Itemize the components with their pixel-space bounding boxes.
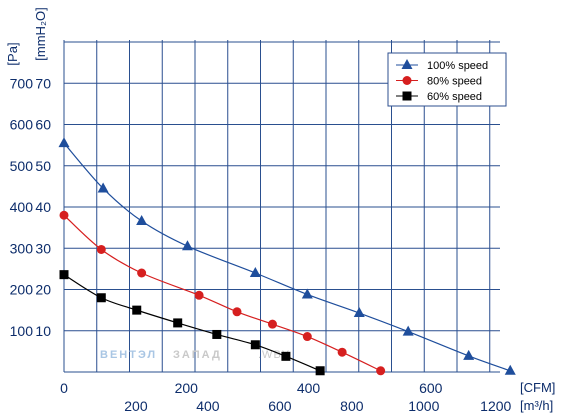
data-point-triangle	[58, 137, 70, 148]
unit-labels: [Pa] [mmH₂O] [CFM] [m³/h]	[5, 7, 555, 413]
data-point-triangle	[504, 364, 516, 375]
data-point-circle	[302, 332, 312, 342]
y-tick-label-pa: 200	[10, 282, 34, 298]
x-tick-label-cfm: 200	[175, 380, 199, 396]
x-tick-label-m3h: 1000	[408, 398, 439, 414]
data-point-triangle	[97, 182, 109, 193]
data-point-triangle	[181, 240, 193, 251]
x-unit-m3h: [m³/h]	[520, 398, 553, 413]
y-tick-label-pa: 700	[10, 75, 34, 91]
data-point-triangle	[402, 325, 414, 336]
y-unit-mmh2o: [mmH₂O]	[33, 7, 48, 60]
y-tick-label-mmh2o: 10	[35, 323, 51, 339]
y-tick-label-mmh2o: 30	[35, 240, 51, 256]
data-point-triangle	[136, 215, 148, 226]
data-point-square	[132, 305, 142, 315]
x-tick-label-cfm: 400	[297, 380, 321, 396]
data-point-square	[173, 318, 183, 328]
legend: 100% speed 80% speed 60% speed	[387, 52, 507, 107]
data-point-circle	[96, 244, 106, 254]
x-tick-label-cfm: 600	[419, 380, 443, 396]
y-tick-label-mmh2o: 40	[35, 199, 51, 215]
y-unit-pa: [Pa]	[5, 42, 20, 65]
legend-label: 80% speed	[427, 76, 482, 88]
series-line	[63, 142, 511, 372]
x-tick-label-m3h: 800	[340, 398, 364, 414]
data-point-circle	[194, 290, 204, 300]
series-square	[59, 270, 325, 376]
series-circle	[59, 210, 386, 376]
x-tick-label-m3h: 400	[196, 398, 220, 414]
data-point-square	[59, 270, 69, 280]
data-point-circle	[232, 307, 242, 317]
grid	[63, 40, 500, 373]
data-point-square	[250, 340, 260, 350]
legend-item: 60% speed	[396, 91, 482, 103]
data-point-triangle	[249, 267, 261, 277]
watermark: ВЕНТЭЛ ЗАПАД .WBY	[100, 349, 290, 361]
y-tick-label-mmh2o: 60	[35, 117, 51, 133]
data-point-circle	[337, 347, 347, 357]
data-point-circle	[376, 366, 386, 376]
x-tick-label-m3h: 200	[124, 398, 148, 414]
data-point-circle	[137, 268, 147, 278]
watermark-part1: ВЕНТЭЛ	[100, 349, 157, 361]
legend-label: 60% speed	[427, 91, 482, 103]
watermark-part3: .WBY	[258, 349, 290, 361]
data-point-circle	[267, 319, 277, 329]
data-point-triangle	[301, 288, 313, 299]
series-triangle	[58, 137, 516, 375]
data-point-square	[402, 91, 412, 101]
x-tick-label-cfm: 0	[60, 380, 68, 396]
data-point-triangle	[463, 349, 475, 360]
x-tick-label-m3h: 1200	[480, 398, 511, 414]
y-tick-label-pa: 100	[10, 323, 34, 339]
data-point-square	[96, 293, 106, 303]
series-layer	[58, 137, 516, 376]
y-tick-label-pa: 500	[10, 158, 34, 174]
data-point-circle	[402, 76, 412, 85]
data-point-circle	[59, 210, 69, 220]
y-tick-label-pa: 400	[10, 199, 34, 215]
data-point-triangle	[353, 307, 365, 318]
y-tick-label-mmh2o: 70	[35, 75, 51, 91]
watermark-part2: ЗАПАД	[173, 349, 222, 361]
legend-item: 100% speed	[396, 59, 488, 72]
data-point-triangle	[401, 59, 413, 69]
data-point-square	[315, 366, 325, 376]
y-tick-label-pa: 300	[10, 240, 34, 256]
x-tick-label-m3h: 600	[268, 398, 292, 414]
x-unit-cfm: [CFM]	[520, 380, 555, 395]
y-tick-label-mmh2o: 20	[35, 282, 51, 298]
legend-item: 80% speed	[396, 76, 482, 88]
legend-label: 100% speed	[427, 60, 488, 72]
data-point-square	[212, 329, 222, 339]
y-tick-label-pa: 600	[10, 117, 34, 133]
data-point-square	[281, 351, 291, 361]
y-tick-label-mmh2o: 50	[35, 158, 51, 174]
